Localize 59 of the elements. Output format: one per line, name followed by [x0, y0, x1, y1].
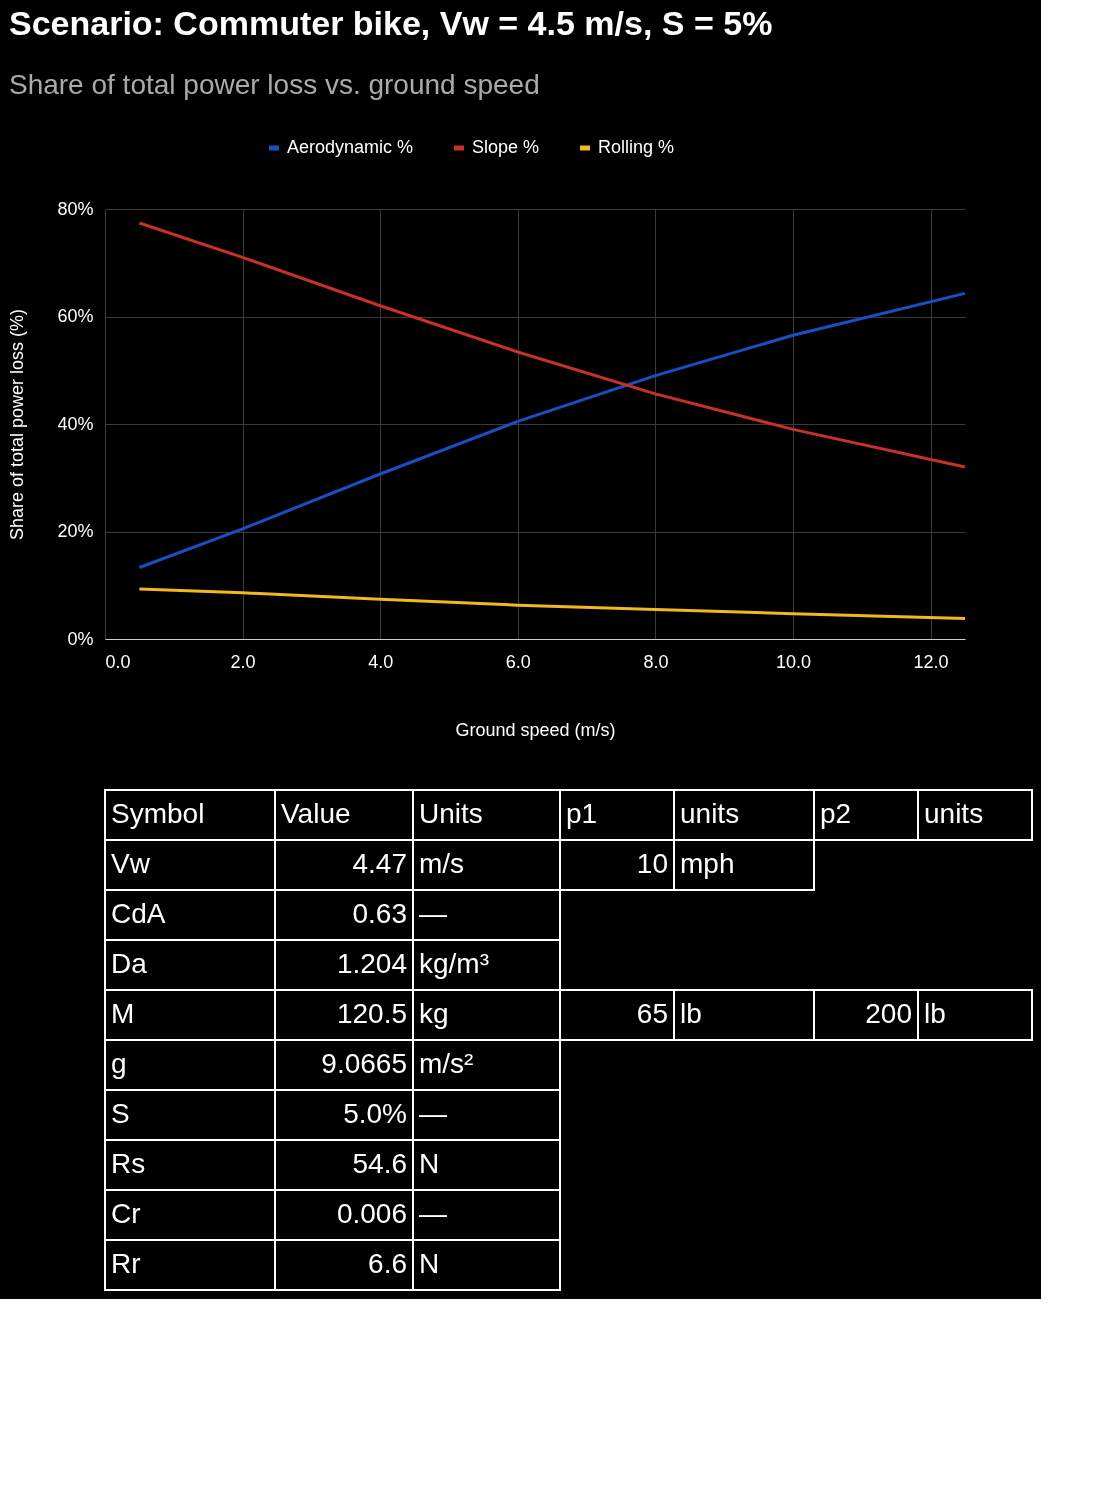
- text: kg/m³: [419, 948, 489, 979]
- x-tick-label: 12.0: [913, 651, 949, 672]
- x-axis-title: Ground speed (m/s): [455, 719, 616, 740]
- text: 0.63: [352, 898, 407, 929]
- x-tick-label: 0.0: [105, 651, 131, 672]
- x-tick-label: 8.0: [643, 651, 669, 672]
- category-label: p2: [820, 798, 852, 829]
- text: 200: [865, 998, 912, 1029]
- text: 0.006: [336, 1198, 407, 1229]
- text: N: [419, 1148, 440, 1179]
- text: m/s: [419, 848, 465, 879]
- text: kg: [419, 998, 449, 1029]
- text: —: [419, 1098, 447, 1129]
- text: M: [111, 998, 135, 1029]
- y-tick-label: 0%: [67, 628, 94, 649]
- text: —: [419, 898, 447, 929]
- text: Cr: [111, 1198, 141, 1229]
- category-label: Value: [281, 798, 351, 829]
- text: —: [419, 1198, 447, 1229]
- x-tick-label: 4.0: [368, 651, 394, 672]
- legend-label: Slope %: [472, 137, 540, 157]
- legend-label: Aerodynamic %: [287, 137, 414, 157]
- text: CdA: [111, 898, 166, 929]
- text: lb: [924, 998, 946, 1029]
- text: 6.6: [368, 1248, 407, 1279]
- y-tick-label: 80%: [57, 198, 94, 219]
- category-label: Units: [419, 798, 483, 829]
- text: N: [419, 1248, 440, 1279]
- text: 4.47: [352, 848, 407, 879]
- text: Vw: [111, 848, 150, 879]
- category-label: p1: [566, 798, 598, 829]
- text: lb: [680, 998, 702, 1029]
- text: Da: [111, 948, 147, 979]
- text: g: [111, 1048, 127, 1079]
- text: Rr: [111, 1248, 141, 1279]
- x-tick-label: 10.0: [775, 651, 812, 672]
- text: 65: [636, 998, 668, 1029]
- x-tick-label: 2.0: [230, 651, 256, 672]
- category-label: Symbol: [111, 798, 205, 829]
- category-label: units: [680, 798, 740, 829]
- text: S: [111, 1098, 130, 1129]
- text: 54.6: [352, 1148, 407, 1179]
- text: 1.204: [336, 948, 407, 979]
- y-tick-label: 20%: [57, 521, 94, 541]
- text: mph: [680, 848, 735, 879]
- chart-title: Scenario: Commuter bike, Vw = 4.5 m/s, S = 5%: [8, 4, 773, 42]
- text: 5.0%: [343, 1098, 407, 1129]
- text: 10: [636, 848, 668, 879]
- y-tick-label: 60%: [57, 306, 94, 326]
- text: Rs: [111, 1148, 146, 1179]
- x-tick-label: 6.0: [505, 651, 531, 672]
- chart-subtitle: Share of total power loss vs. ground speed: [8, 69, 540, 100]
- text: 120.5: [336, 998, 407, 1029]
- y-axis-title: Share of total power loss (%): [7, 308, 28, 541]
- text: 9.0665: [321, 1048, 407, 1079]
- y-tick-label: 40%: [57, 413, 94, 434]
- category-label: units: [924, 798, 984, 829]
- text: m/s²: [419, 1048, 474, 1079]
- legend-label: Rolling %: [598, 137, 675, 157]
